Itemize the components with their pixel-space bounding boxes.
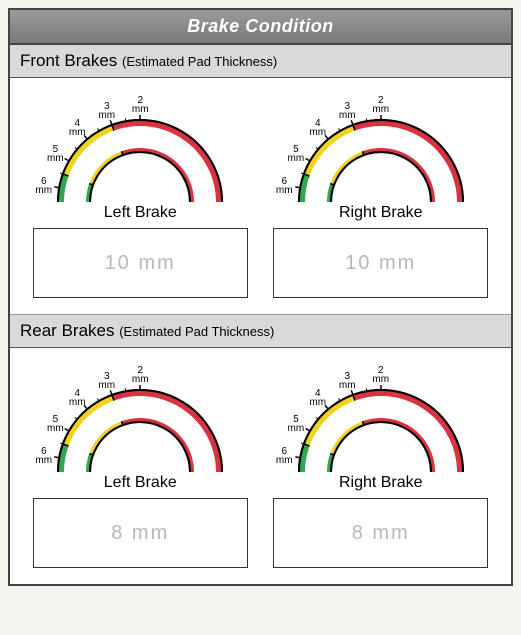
gauge-tick-label: 3mm — [337, 102, 357, 120]
gauge-tick-label: 4mm — [308, 389, 328, 407]
gauge-tick-label: 2mm — [371, 96, 391, 114]
section-body-rear: 6mm5mm4mm3mm2mm Left Brake 8 mm 6mm5mm4m… — [10, 348, 511, 584]
rear-left-column: 6mm 5mm4mm 3mm 2mm Left Brake 8 mm — [25, 362, 255, 568]
value-box-rear-right[interactable]: 8 mm — [273, 498, 488, 568]
gauge-tick-label: 3mm — [97, 102, 117, 120]
rear-right-column: 6mm 5mm4mm 3mm 2mm Right Brake 8 mm — [266, 362, 496, 568]
gauge-tick-label: 6mm — [34, 447, 54, 465]
section-header-rear: Rear Brakes (Estimated Pad Thickness) — [10, 315, 511, 348]
gauge-tick-label: 5mm — [286, 145, 306, 163]
value-box-front-left[interactable]: 10 mm — [33, 228, 248, 298]
gauge-tick-label: 6mm — [34, 177, 54, 195]
gauge-tick-label: 3mm — [97, 372, 117, 390]
gauge-label: Right Brake — [339, 474, 423, 492]
gauge-tick-label: 2mm — [371, 366, 391, 384]
gauge-tick-label: 4mm — [67, 389, 87, 407]
gauge-tick-label: 6mm — [274, 177, 294, 195]
section-heading: Front Brakes — [20, 51, 117, 70]
gauge-tick-label: 4mm — [67, 119, 87, 137]
gauge-tick-label: 6mm — [274, 447, 294, 465]
panel-title: Brake Condition — [10, 10, 511, 45]
section-header-front: Front Brakes (Estimated Pad Thickness) — [10, 45, 511, 78]
gauge-rear-left: 6mm5mm4mm3mm2mm — [40, 362, 240, 472]
section-subheading: (Estimated Pad Thickness) — [122, 54, 277, 69]
gauge-front-right: 6mm5mm4mm3mm2mm — [281, 92, 481, 202]
gauge-tick-label: 5mm — [45, 145, 65, 163]
value-box-front-right[interactable]: 10 mm — [273, 228, 488, 298]
section-subheading: (Estimated Pad Thickness) — [119, 324, 274, 339]
gauge-front-left: 6mm5mm4mm3mm2mm — [40, 92, 240, 202]
gauge-tick-label: 2mm — [130, 96, 150, 114]
gauge-label: Right Brake — [339, 204, 423, 222]
gauge-label: Left Brake — [104, 474, 177, 492]
gauge-tick-label: 2mm — [130, 366, 150, 384]
gauge-tick-label: 5mm — [286, 415, 306, 433]
front-right-column: 6mm 5mm4mm 3mm 2mm Right Brake 10 mm — [266, 92, 496, 298]
gauge-tick-label: 4mm — [308, 119, 328, 137]
gauge-tick-label: 5mm — [45, 415, 65, 433]
gauge-rear-right: 6mm5mm4mm3mm2mm — [281, 362, 481, 472]
value-box-rear-left[interactable]: 8 mm — [33, 498, 248, 568]
section-body-front: 6mm5mm4mm3mm2mm Left Brake 10 mm 6mm5mm4… — [10, 78, 511, 314]
brake-condition-panel: Brake Condition Front Brakes (Estimated … — [8, 8, 513, 586]
gauge-tick-label: 3mm — [337, 372, 357, 390]
front-left-column: 6mm 5mm4mm 3mm 2mm Left Brake 10 mm — [25, 92, 255, 298]
gauge-label: Left Brake — [104, 204, 177, 222]
section-heading: Rear Brakes — [20, 321, 114, 340]
